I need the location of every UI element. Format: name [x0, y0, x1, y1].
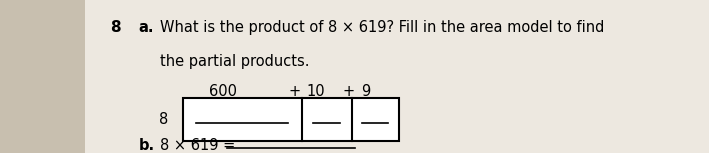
Text: 8: 8: [110, 20, 121, 35]
Bar: [183, 98, 399, 141]
Text: What is the product of 8 × 619? Fill in the area model to find: What is the product of 8 × 619? Fill in …: [160, 20, 604, 35]
Text: 10: 10: [306, 84, 325, 99]
Text: +: +: [342, 84, 355, 99]
Text: 8: 8: [160, 112, 169, 127]
Text: 600: 600: [209, 84, 238, 99]
Text: 9: 9: [361, 84, 371, 99]
Text: 8 × 619 =: 8 × 619 =: [160, 138, 235, 153]
Text: the partial products.: the partial products.: [160, 54, 309, 69]
Text: b.: b.: [138, 138, 155, 153]
Text: +: +: [288, 84, 301, 99]
Text: a.: a.: [138, 20, 154, 35]
